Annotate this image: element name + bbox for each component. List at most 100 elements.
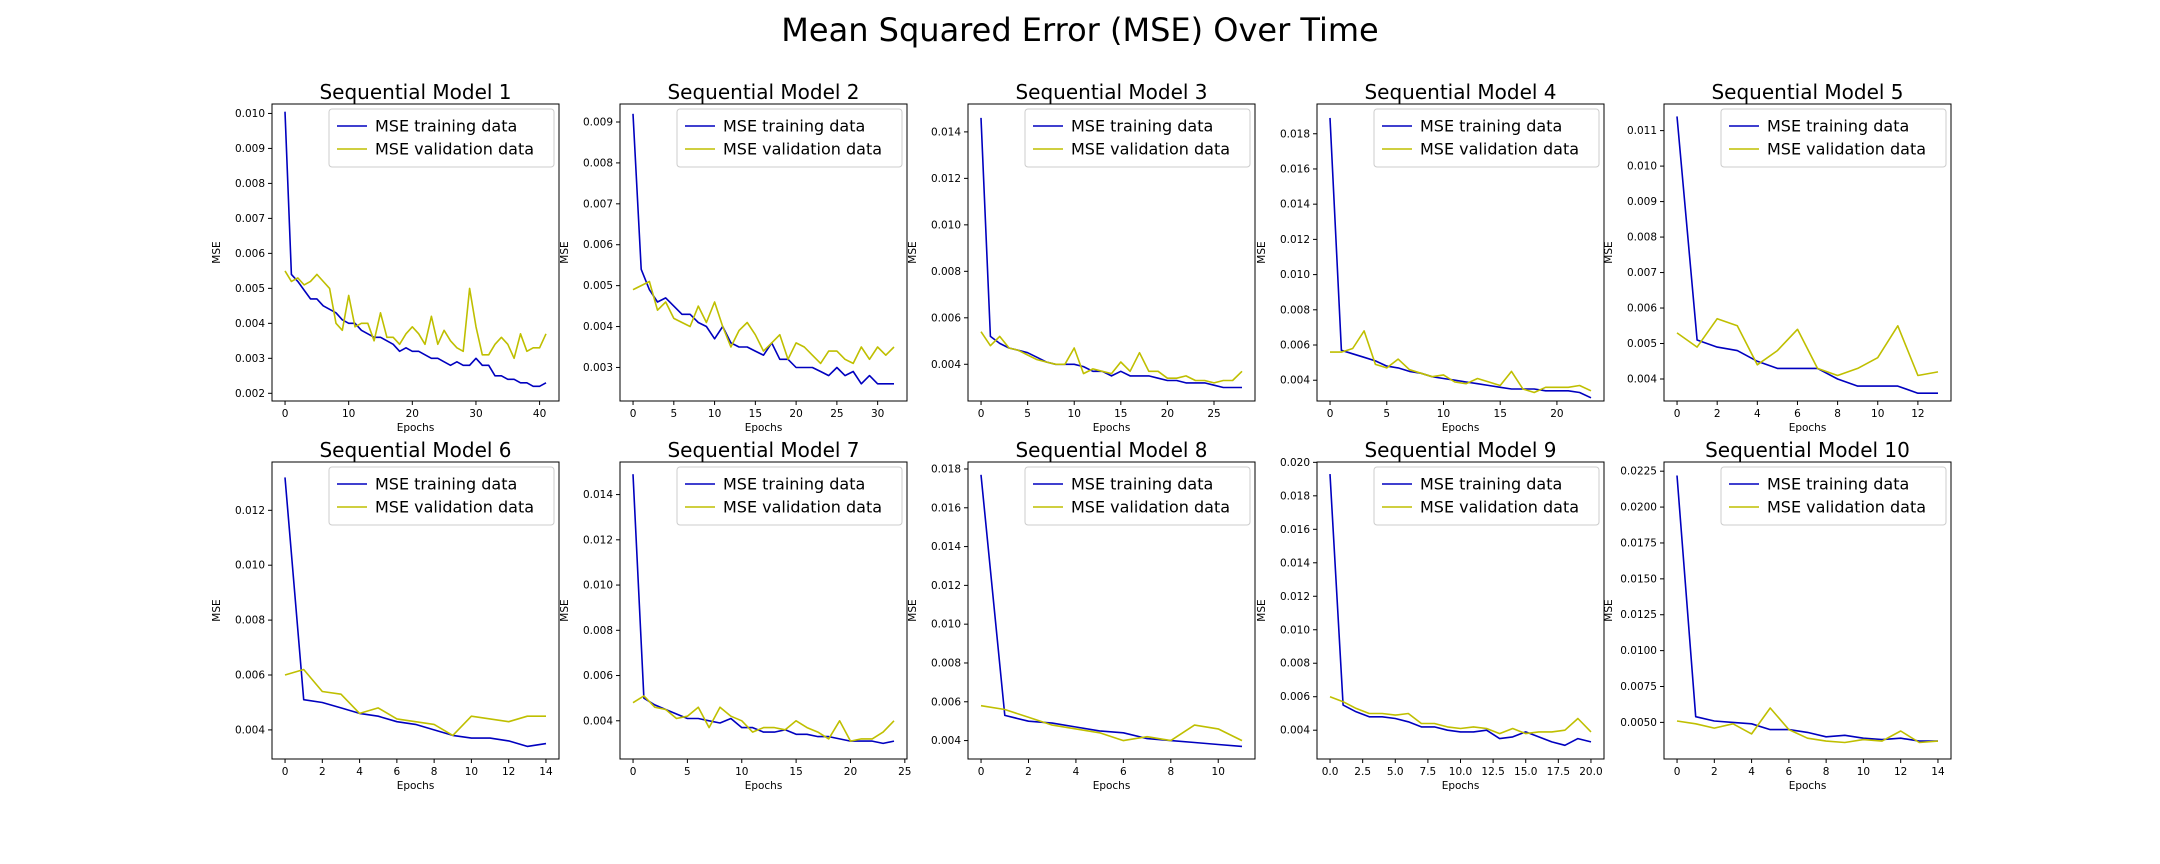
legend-entry-label: MSE validation data (375, 498, 534, 517)
y-tick-label: 0.008 (1280, 304, 1310, 316)
x-tick-label: 0.0 (1322, 766, 1339, 778)
y-tick-label: 0.007 (583, 198, 613, 210)
x-tick-label: 10 (1068, 408, 1081, 420)
y-tick-label: 0.010 (931, 219, 961, 231)
y-tick-label: 0.016 (1280, 524, 1310, 536)
y-tick-label: 0.008 (931, 657, 961, 669)
legend-box (328, 108, 555, 168)
legend-entry-label: MSE validation data (1071, 498, 1230, 517)
x-tick-label: 2.5 (1354, 766, 1371, 778)
y-axis-label: MSE (559, 241, 571, 263)
x-tick-label: 15 (749, 408, 762, 420)
x-tick-label: 6 (1794, 408, 1801, 420)
y-tick-label: 0.012 (1280, 591, 1310, 603)
training-series-line (980, 117, 1242, 389)
y-axis-label: MSE (1603, 599, 1615, 621)
y-tick-label: 0.016 (1280, 163, 1310, 175)
chart-panel-7: 0 5 10 15 20 25 0.004 0.006 0.008 0.010 0.012 0.014… (559, 438, 912, 792)
chart-panel-6: 0 2 4 6 8 10 12 14 0.004 0.006 0.008 0.010 0.012 Sequ… (211, 438, 560, 792)
y-tick-label: 0.008 (1627, 232, 1657, 244)
y-tick-label: 0.006 (235, 248, 265, 260)
y-tick-label: 0.004 (1627, 374, 1657, 386)
chart-panel-9: 0.0 2.5 5.0 7.5 10.0 12.5 15.0 17.5 20.0 0.004 0.0… (1256, 438, 1605, 792)
validation-series-line (1329, 695, 1592, 735)
x-tick-label: 8 (1167, 766, 1174, 778)
axes-frame (271, 103, 560, 402)
x-tick-label: 6 (394, 766, 401, 778)
x-tick-label: 5 (1024, 408, 1031, 420)
training-series-line (1329, 474, 1592, 747)
y-tick-label: 0.008 (583, 625, 613, 637)
x-tick-label: 15 (1114, 408, 1127, 420)
x-axis-label: Epochs (1093, 422, 1131, 434)
y-tick-label: 0.009 (235, 143, 265, 155)
chart-panel-5: 0 2 4 6 8 10 12 0.004 0.005 0.006 0.007 0.008 0.009 0… (1603, 80, 1952, 434)
legend: MSE training data MSE validation data (1024, 108, 1251, 168)
legend-entry-label: MSE validation data (1767, 498, 1926, 517)
x-axis-label: Epochs (745, 780, 783, 792)
legend-box (1024, 108, 1251, 168)
y-tick-label: 0.0225 (1620, 466, 1657, 478)
chart-title: Sequential Model 2 (667, 80, 859, 104)
x-tick-label: 20 (789, 408, 802, 420)
x-tick-label: 20 (1161, 408, 1174, 420)
y-axis-label: MSE (211, 241, 223, 263)
y-tick-label: 0.005 (1627, 338, 1657, 350)
validation-series-line (1330, 330, 1592, 394)
legend-box (328, 466, 555, 526)
x-tick-label: 30 (469, 408, 482, 420)
x-tick-label: 8 (1834, 408, 1841, 420)
x-tick-label: 30 (871, 408, 884, 420)
legend: MSE training data MSE validation data (328, 108, 555, 168)
x-tick-label: 14 (1931, 766, 1945, 778)
chart-title: Sequential Model 7 (667, 438, 859, 462)
chart-title: Sequential Model 3 (1015, 80, 1207, 104)
x-axis-label: Epochs (397, 422, 435, 434)
validation-series-line (980, 331, 1243, 384)
y-tick-label: 0.012 (931, 580, 961, 592)
x-axis-label: Epochs (1093, 780, 1131, 792)
y-tick-label: 0.007 (1627, 267, 1657, 279)
validation-series-line (980, 704, 1243, 742)
x-tick-label: 15 (1494, 408, 1507, 420)
chart-title: Sequential Model 1 (319, 80, 511, 104)
x-tick-label: 10 (342, 408, 355, 420)
legend-entry-label: MSE training data (375, 117, 517, 136)
y-tick-label: 0.014 (1280, 557, 1310, 569)
validation-series-line (632, 695, 895, 742)
legend-entry-label: MSE training data (375, 475, 517, 494)
training-series-line (284, 477, 547, 748)
axes-frame (967, 103, 1256, 402)
axes-frame (619, 461, 908, 760)
legend: MSE training data MSE validation data (676, 466, 903, 526)
legend-entry-label: MSE training data (1071, 117, 1213, 136)
training-series-line (284, 111, 547, 388)
legend-box (676, 108, 903, 168)
chart-title: Sequential Model 5 (1711, 80, 1903, 104)
x-tick-label: 4 (1754, 408, 1761, 420)
y-tick-label: 0.0050 (1620, 717, 1657, 729)
x-axis-label: Epochs (397, 780, 435, 792)
y-axis-label: MSE (1603, 241, 1615, 263)
x-tick-label: 2 (319, 766, 326, 778)
chart-title: Sequential Model 10 (1705, 438, 1910, 462)
x-tick-label: 0 (282, 408, 289, 420)
legend-entry-label: MSE training data (1420, 475, 1562, 494)
chart-panel-1: 0 10 20 30 40 0.002 0.003 0.004 0.005 0.006 0.007 0… (211, 80, 560, 434)
axes-frame (619, 103, 908, 402)
x-tick-label: 20 (1550, 408, 1563, 420)
y-tick-label: 0.006 (583, 670, 613, 682)
x-tick-label: 15.0 (1514, 766, 1537, 778)
y-tick-label: 0.0100 (1620, 645, 1657, 657)
x-axis-label: Epochs (1442, 780, 1480, 792)
y-axis-label: MSE (559, 599, 571, 621)
x-tick-label: 15 (789, 766, 802, 778)
chart-panel-4: 0 5 10 15 20 0.004 0.006 0.008 0.010 0.012 0.014 0.… (1256, 80, 1605, 434)
x-tick-label: 10 (708, 408, 721, 420)
training-series-line (980, 474, 1243, 748)
x-tick-label: 12.5 (1481, 766, 1504, 778)
legend-entry-label: MSE training data (1420, 117, 1562, 136)
y-tick-label: 0.0200 (1620, 502, 1657, 514)
x-tick-label: 10 (1437, 408, 1450, 420)
x-tick-label: 7.5 (1420, 766, 1437, 778)
